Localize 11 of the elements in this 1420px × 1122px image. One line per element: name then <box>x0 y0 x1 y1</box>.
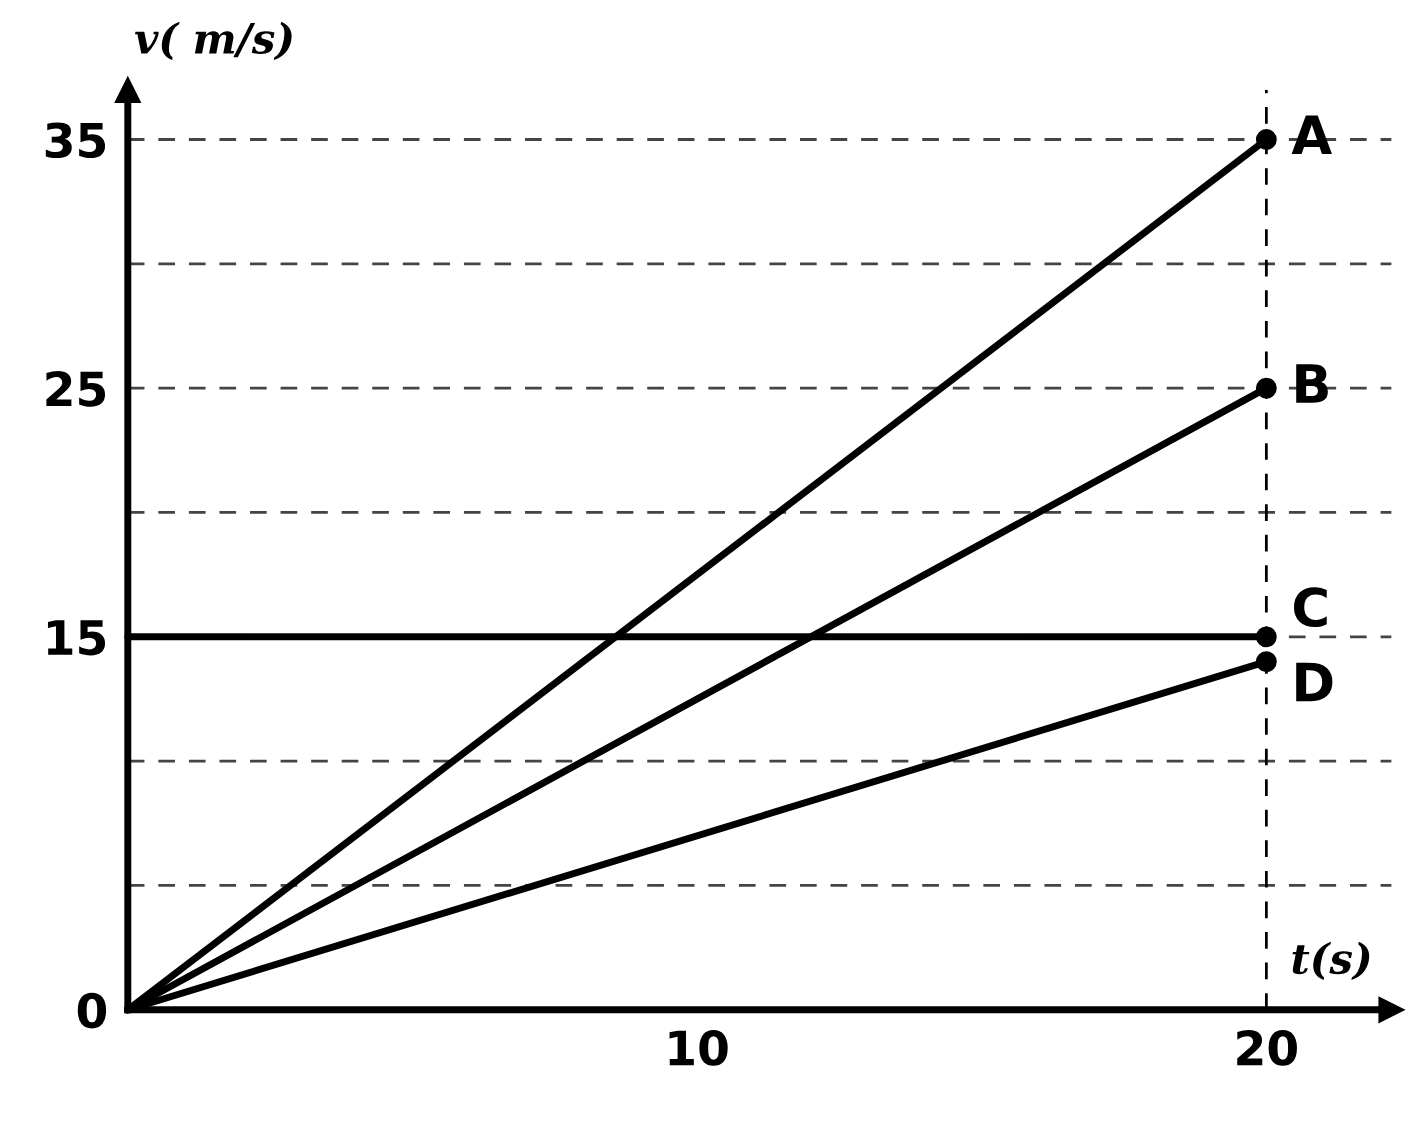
y-tick-label: 25 <box>46 371 106 407</box>
y-tick-label: 35 <box>45 122 106 159</box>
y-axis-title: v( m/s) <box>134 21 292 60</box>
y-tick-label: 15 <box>47 620 106 656</box>
x-axis-title: t(s) <box>1292 941 1370 981</box>
series-label: B <box>1296 364 1328 403</box>
y-tick-label: 0 <box>77 992 107 1029</box>
x-tick-label: 20 <box>1237 1030 1297 1066</box>
series-label: D <box>1296 662 1333 702</box>
series-label: C <box>1293 587 1327 628</box>
x-tick-label: 10 <box>669 1030 728 1066</box>
